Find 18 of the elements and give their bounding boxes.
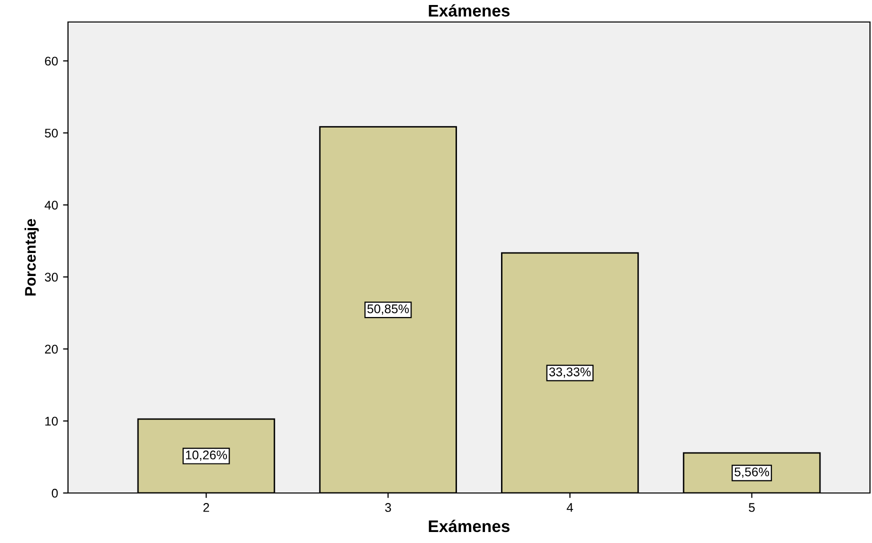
x-tick-label: 5 [748,503,755,512]
y-tick-label: 20 [45,344,58,354]
y-tick-label: 10 [45,416,58,426]
y-tick-label: 0 [52,488,58,498]
data-label: 10,26% [186,450,227,461]
x-tick-label: 3 [385,503,391,512]
x-tick-label: 2 [203,503,210,512]
y-axis-title: Porcentaje [24,218,39,296]
y-tick-label: 30 [44,272,58,282]
data-label: 5,56% [734,467,770,478]
data-label: 33,33% [549,367,591,378]
x-tick-label: 4 [566,503,574,512]
x-axis-title: Exámenes [428,520,510,532]
y-tick-label: 60 [45,56,58,66]
chart-title: Exámenes [428,4,510,17]
y-tick-label: 50 [44,128,58,138]
data-label: 50,85% [367,304,409,315]
y-tick-label: 40 [44,200,58,210]
